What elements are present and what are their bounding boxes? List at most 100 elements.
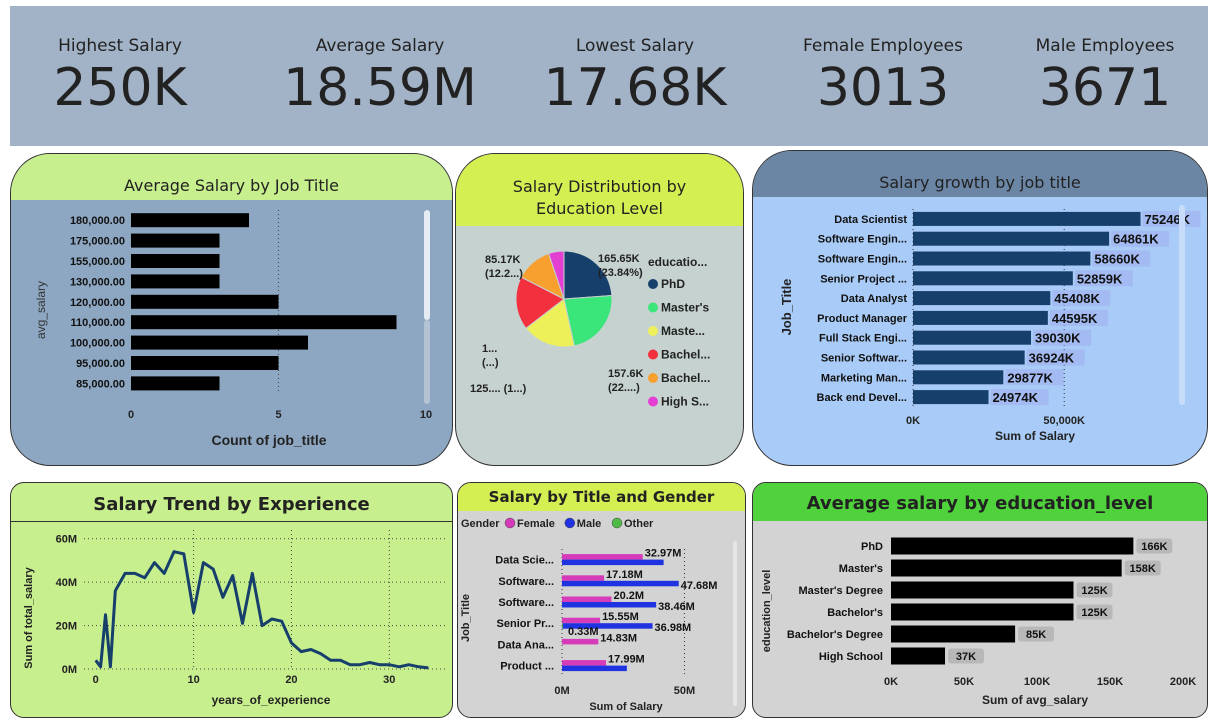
bar[interactable] bbox=[913, 330, 1032, 345]
data-label: 24974K bbox=[993, 390, 1039, 405]
bar[interactable] bbox=[891, 581, 1074, 599]
bar[interactable] bbox=[913, 350, 1025, 365]
bar[interactable] bbox=[891, 537, 1134, 555]
data-label-percent: (23.84%) bbox=[598, 267, 643, 279]
bar[interactable] bbox=[562, 580, 679, 587]
bar[interactable] bbox=[562, 554, 643, 560]
bar[interactable] bbox=[131, 233, 220, 248]
category-label: Senior Softwar... bbox=[821, 353, 907, 365]
bar[interactable] bbox=[913, 271, 1073, 286]
bar[interactable] bbox=[562, 623, 563, 629]
category-label: Full Stack Engi... bbox=[819, 333, 907, 345]
bar[interactable] bbox=[913, 291, 1051, 306]
category-label: 100,000.00 bbox=[70, 338, 125, 350]
scrollbar[interactable] bbox=[733, 541, 737, 706]
data-label: 52859K bbox=[1077, 271, 1123, 286]
legend-item[interactable]: Other bbox=[624, 518, 654, 530]
bar[interactable] bbox=[562, 638, 599, 645]
bar[interactable] bbox=[562, 559, 664, 566]
card-header bbox=[11, 154, 452, 200]
card-salary-growth-by-job-title: Salary growth by job title 75246K 64861K 5… bbox=[752, 150, 1208, 466]
pie-slice[interactable] bbox=[525, 298, 575, 348]
data-label: 45408K bbox=[1054, 291, 1100, 306]
bar[interactable] bbox=[562, 660, 607, 666]
bar[interactable] bbox=[891, 647, 946, 665]
bar[interactable] bbox=[131, 356, 279, 370]
legend-item[interactable]: PhD bbox=[661, 277, 685, 291]
x-tick-label: 50M bbox=[674, 685, 695, 697]
card-salary-trend-by-experience: Salary Trend by Experience 0M 20M 40M 60M 0 1… bbox=[10, 482, 453, 718]
legend-item[interactable]: Bachel... bbox=[661, 371, 710, 385]
kpi-value: 250K bbox=[53, 58, 187, 118]
bar[interactable] bbox=[562, 617, 601, 624]
data-label: 17.99M bbox=[608, 654, 645, 666]
legend-item[interactable]: Maste... bbox=[661, 324, 705, 338]
legend-marker bbox=[504, 517, 516, 529]
category-label: Software Engin... bbox=[818, 234, 907, 246]
data-label: 85K bbox=[1026, 629, 1046, 641]
bar[interactable] bbox=[131, 376, 220, 391]
chart-title: Salary by Title and Gender bbox=[488, 488, 715, 506]
bar[interactable] bbox=[562, 596, 612, 603]
data-label: 36.98M bbox=[655, 622, 692, 634]
data-label: 36924K bbox=[1029, 351, 1075, 366]
bar[interactable] bbox=[562, 575, 605, 581]
avg-salary-by-education-chart: PhD Master's Master's Degree Bachelor's Bach… bbox=[761, 537, 1196, 707]
bar[interactable] bbox=[131, 213, 249, 228]
pie-slice[interactable] bbox=[563, 250, 613, 300]
legend-item[interactable]: High S... bbox=[661, 395, 709, 409]
chart-title: Salary Trend by Experience bbox=[93, 494, 370, 515]
data-label-bg bbox=[948, 648, 985, 664]
bar[interactable] bbox=[913, 370, 1004, 385]
kpi-value: 17.68K bbox=[543, 58, 727, 118]
bar[interactable] bbox=[131, 254, 220, 268]
bar[interactable] bbox=[891, 559, 1122, 577]
bar[interactable] bbox=[562, 665, 627, 672]
data-label: 157.6K bbox=[608, 368, 644, 380]
data-label: 37K bbox=[956, 651, 976, 663]
bar[interactable] bbox=[562, 602, 657, 608]
bar[interactable] bbox=[891, 625, 1016, 643]
y-axis-label: Sum of total_salary bbox=[23, 566, 35, 668]
legend-item[interactable]: Female bbox=[517, 518, 555, 530]
category-label: Data Scientist bbox=[834, 214, 907, 226]
legend-item[interactable]: Bachel... bbox=[661, 348, 710, 362]
bar[interactable] bbox=[131, 274, 220, 289]
legend-marker bbox=[648, 349, 658, 360]
data-label: 15.55M bbox=[602, 611, 639, 623]
category-label: 175,000.00 bbox=[70, 236, 125, 248]
y-tick-label: 60M bbox=[56, 534, 77, 546]
bar[interactable] bbox=[131, 335, 308, 350]
category-label: Senior Project ... bbox=[820, 273, 907, 285]
bar[interactable] bbox=[131, 294, 279, 309]
bar[interactable] bbox=[891, 603, 1074, 621]
bar[interactable] bbox=[913, 231, 1110, 246]
kpi-female-employees: Female Employees 3013 bbox=[788, 6, 978, 146]
card-salary-by-title-and-gender: Salary by Title and Gender Gender Female… bbox=[457, 482, 746, 718]
kpi-value: 3013 bbox=[816, 58, 950, 118]
data-label-bg bbox=[1049, 309, 1108, 326]
kpi-label: Average Salary bbox=[315, 36, 445, 56]
bar[interactable] bbox=[562, 623, 653, 629]
legend-item[interactable]: Master's bbox=[661, 301, 710, 315]
data-label: 166K bbox=[1141, 541, 1167, 553]
series-line bbox=[94, 550, 429, 670]
bar[interactable] bbox=[913, 310, 1048, 325]
data-label: 58660K bbox=[1094, 252, 1140, 267]
scrollbar[interactable] bbox=[1179, 205, 1185, 405]
pie-slice[interactable] bbox=[515, 276, 565, 330]
category-label: PhD bbox=[861, 541, 883, 553]
data-label: 29877K bbox=[1007, 370, 1053, 385]
bar[interactable] bbox=[913, 251, 1091, 266]
bar[interactable] bbox=[913, 390, 989, 405]
scrollbar[interactable] bbox=[424, 210, 430, 320]
pie-slice[interactable] bbox=[547, 250, 565, 300]
x-tick-label: 0 bbox=[93, 674, 99, 686]
legend-item[interactable]: Male bbox=[577, 518, 601, 530]
pie-slice[interactable] bbox=[563, 294, 613, 347]
data-label-bg bbox=[990, 389, 1049, 406]
bar[interactable] bbox=[913, 211, 1141, 226]
kpi-label: Lowest Salary bbox=[575, 36, 695, 56]
category-label: Bachelor's bbox=[827, 607, 883, 619]
bar[interactable] bbox=[131, 315, 397, 330]
